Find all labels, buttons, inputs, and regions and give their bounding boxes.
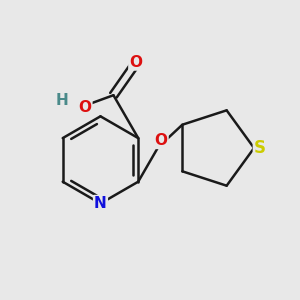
Text: O: O (154, 133, 167, 148)
Text: H: H (56, 93, 68, 108)
Text: O: O (129, 55, 142, 70)
Text: O: O (78, 100, 92, 115)
Text: S: S (254, 139, 266, 157)
Text: N: N (94, 196, 107, 211)
